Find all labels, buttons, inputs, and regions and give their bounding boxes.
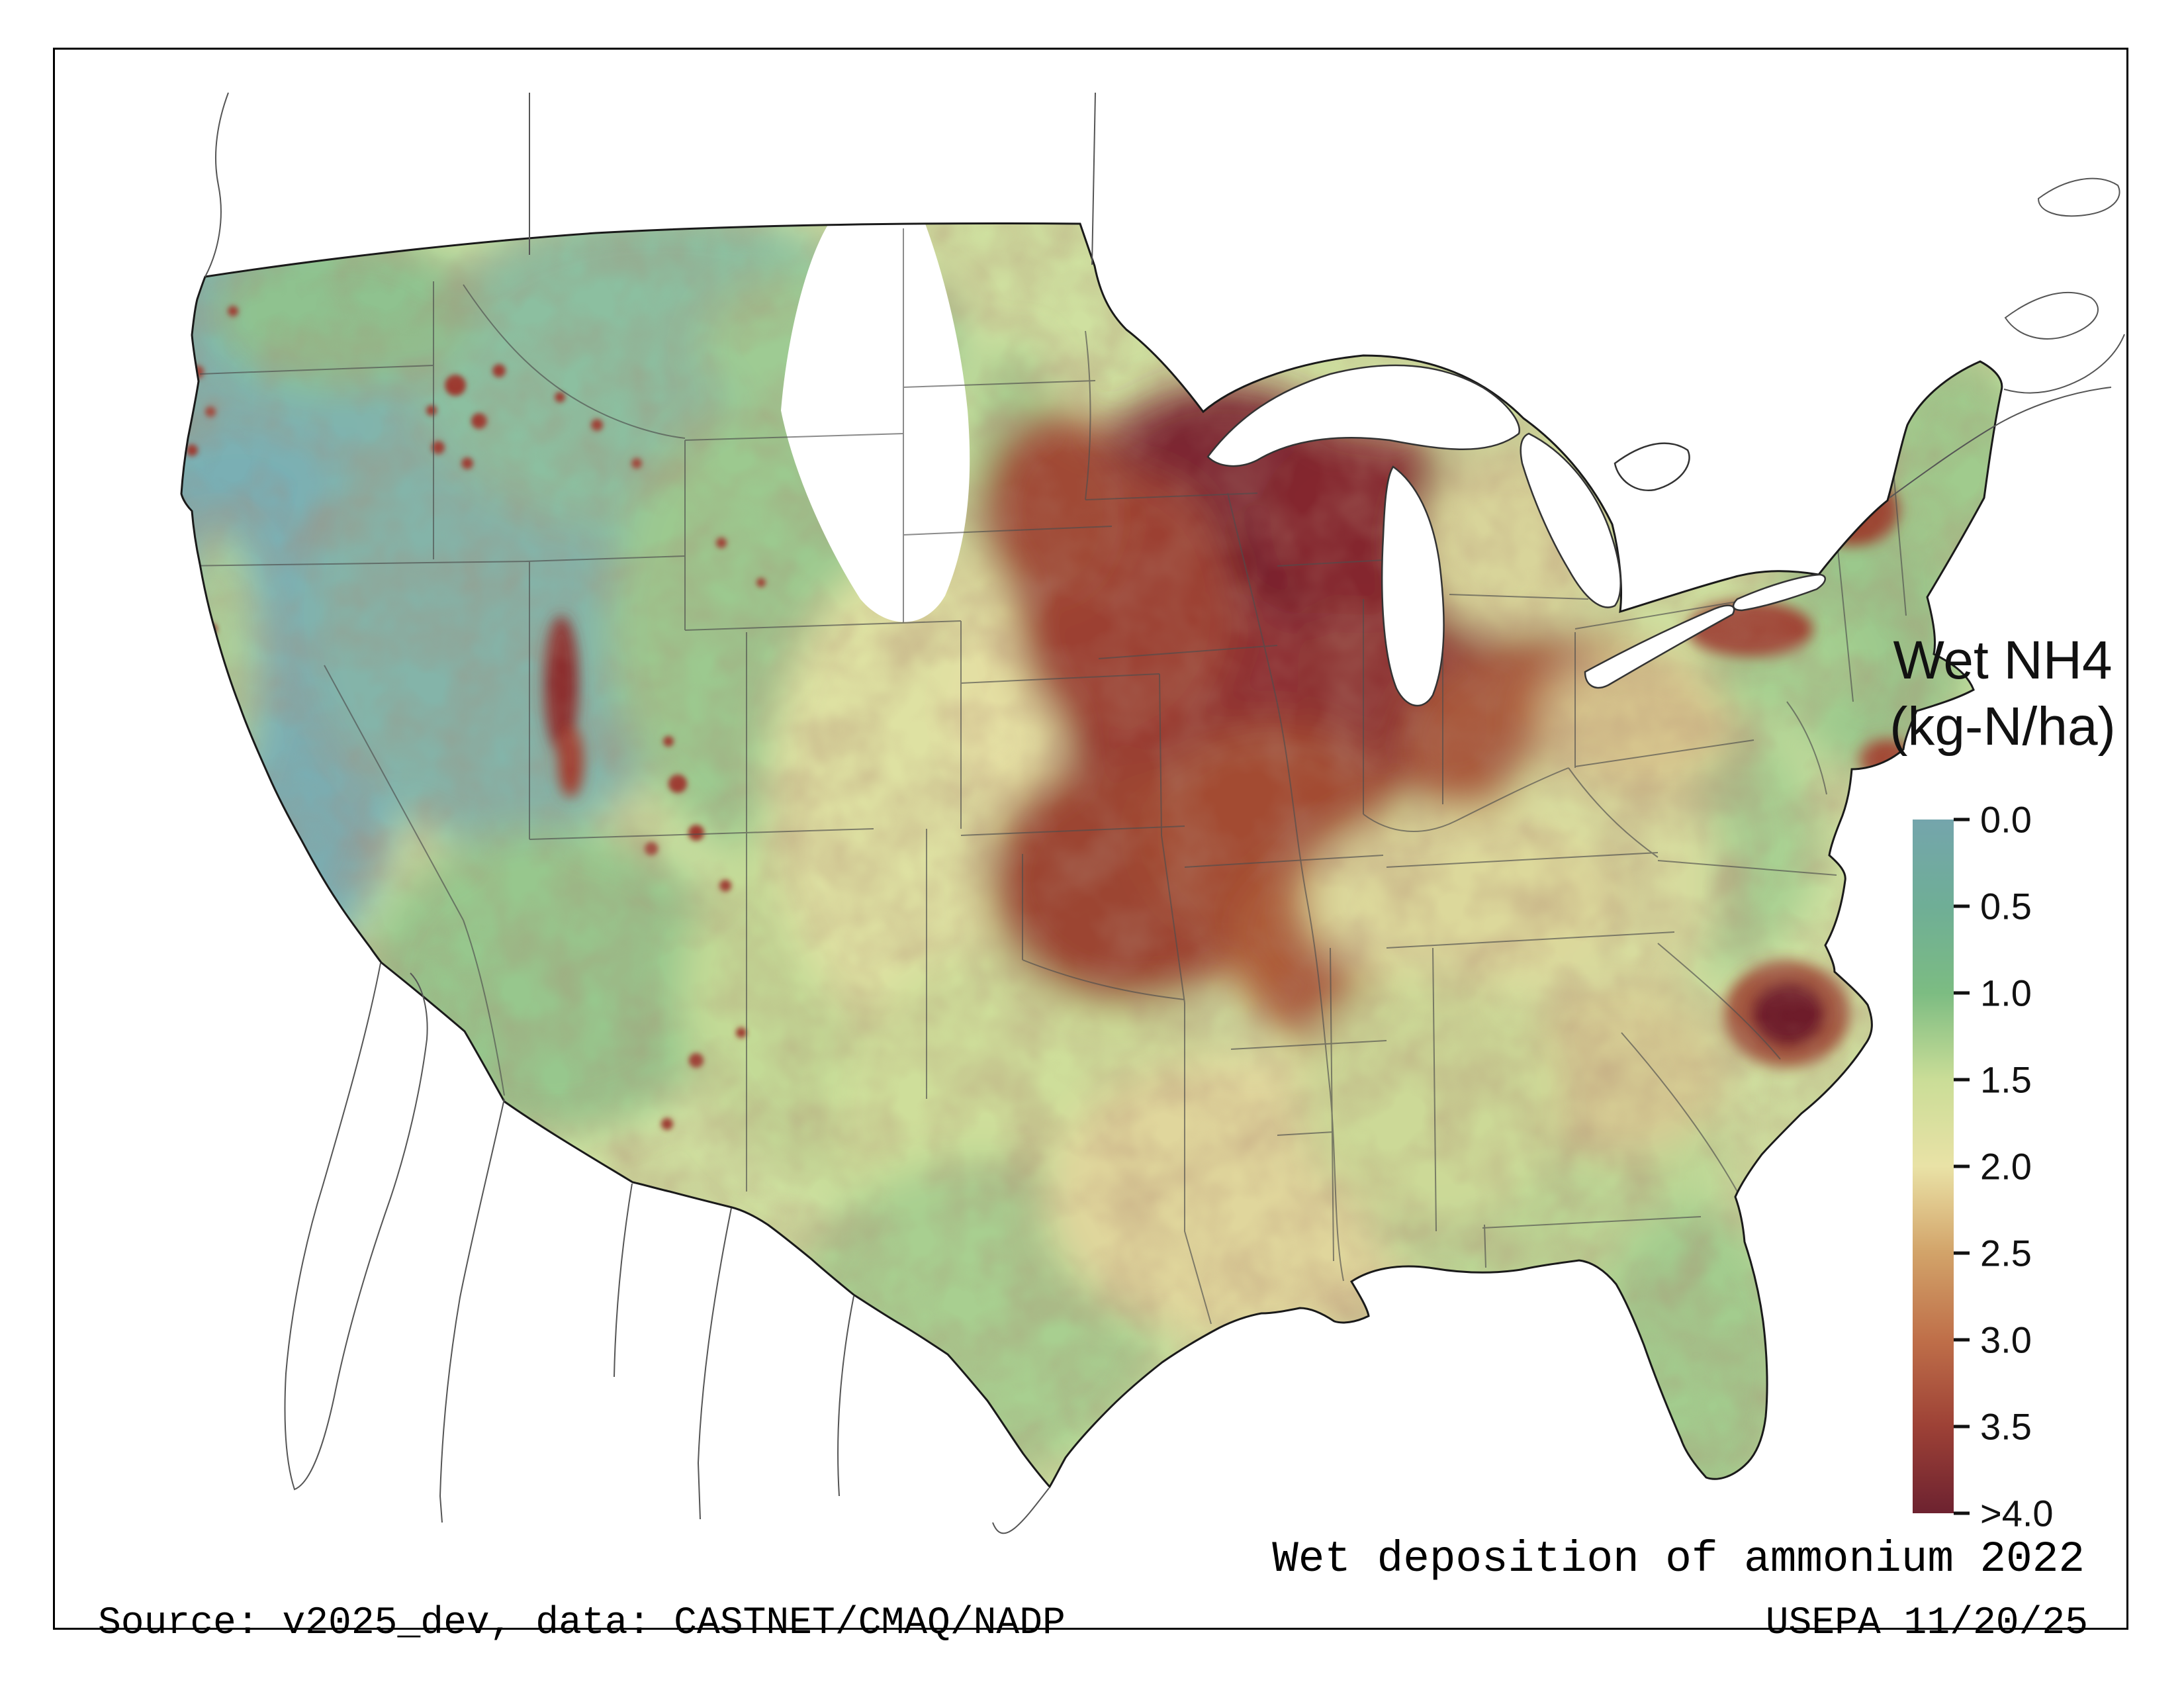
lake-erie — [1584, 604, 1735, 689]
tick-mark — [1954, 1078, 1970, 1082]
raster-noise-texture — [181, 223, 2002, 1487]
tick-mark — [1954, 1164, 1970, 1168]
legend-tick: 1.5 — [1954, 1058, 2032, 1102]
legend-title-line2: (kg-N/ha) — [1889, 696, 2116, 757]
legend-tick: 2.0 — [1954, 1145, 2032, 1188]
tick-mark — [1954, 991, 1970, 995]
no-data-region — [781, 224, 970, 622]
tick-label: 0.0 — [1980, 798, 2032, 841]
tick-label: 1.0 — [1980, 972, 2032, 1014]
tick-mark — [1954, 1511, 1970, 1515]
tick-label: 3.5 — [1980, 1405, 2032, 1448]
legend-tick: 0.0 — [1954, 798, 2032, 841]
great-lakes — [1206, 364, 1826, 707]
canada-outline — [205, 92, 2125, 498]
legend-title-line1: Wet NH4 — [1893, 630, 2113, 690]
georgian-bay — [1614, 442, 1690, 492]
legend-tick: 0.5 — [1954, 885, 2032, 928]
legend-tick: 3.5 — [1954, 1405, 2032, 1448]
legend-title: Wet NH4 (kg-N/ha) — [1877, 628, 2128, 760]
legend-ticks: 0.0 0.5 1.0 1.5 2.0 2.5 3.0 3.5 >4.0 — [1954, 799, 2126, 1534]
mexico-outline — [284, 962, 1050, 1534]
legend-colorbar — [1913, 820, 1954, 1513]
legend-tick: >4.0 — [1954, 1492, 2054, 1535]
legend-tick: 3.0 — [1954, 1319, 2032, 1362]
tick-mark — [1954, 1425, 1970, 1429]
tick-label: >4.0 — [1980, 1492, 2054, 1534]
tick-mark — [1954, 1338, 1970, 1342]
tick-label: 0.5 — [1980, 885, 2032, 927]
map-caption: Wet deposition of ammonium 2022 — [1272, 1534, 2085, 1584]
deposition-raster — [181, 223, 2002, 1487]
tick-mark — [1954, 818, 1970, 821]
tick-label: 2.0 — [1980, 1145, 2032, 1188]
source-note: Source: v2025_dev, data: CASTNET/CMAQ/NA… — [98, 1602, 1066, 1645]
lake-huron — [1520, 432, 1621, 608]
state-borders — [181, 228, 1907, 1325]
legend-tick: 1.0 — [1954, 972, 2032, 1015]
lake-michigan — [1381, 465, 1445, 707]
plot-frame — [53, 48, 2128, 1630]
lake-ontario — [1732, 573, 1826, 612]
tick-label: 1.5 — [1980, 1058, 2032, 1101]
tick-mark — [1954, 904, 1970, 908]
tick-label: 3.0 — [1980, 1319, 2032, 1361]
agency-date: USEPA 11/20/25 — [1765, 1602, 2088, 1645]
tick-label: 2.5 — [1980, 1232, 2032, 1274]
legend-tick: 2.5 — [1954, 1232, 2032, 1275]
lake-superior — [1206, 364, 1520, 467]
tick-mark — [1954, 1251, 1970, 1255]
